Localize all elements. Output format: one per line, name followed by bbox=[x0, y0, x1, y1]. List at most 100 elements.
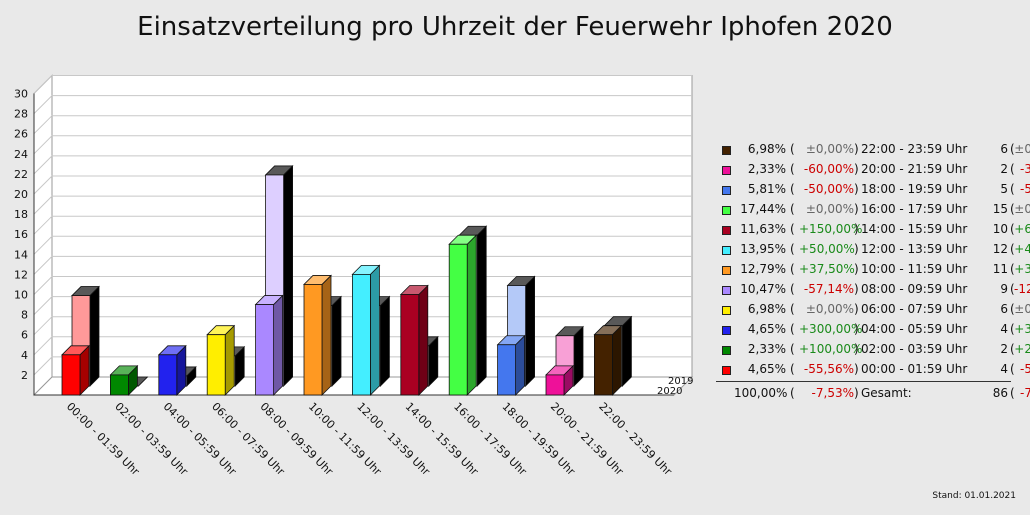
legend-paren-open: ( bbox=[790, 282, 795, 296]
bar-2020 bbox=[351, 273, 371, 396]
legend-change: +37,50% bbox=[799, 262, 855, 276]
legend-total-row: 100,00% ( -7,53% ) Gesamt: 86 ( -7 ) bbox=[716, 385, 1030, 405]
legend-change: ±0,00% bbox=[805, 142, 854, 156]
legend-paren-close: ) bbox=[854, 162, 859, 176]
total-percent: 100,00% bbox=[734, 386, 788, 400]
bar-2020 bbox=[255, 304, 275, 396]
legend-diff: +2 bbox=[1014, 342, 1030, 356]
legend-range: 22:00 - 23:59 Uhr bbox=[861, 142, 968, 156]
bar-2020 bbox=[497, 344, 517, 396]
legend-diff: ±0 bbox=[1014, 302, 1030, 316]
gridline bbox=[33, 215, 692, 235]
gridline bbox=[33, 115, 692, 135]
legend-diff: -12 bbox=[1014, 282, 1030, 296]
y-tick-label: 24 bbox=[14, 148, 28, 161]
series-label-2020: 2020 bbox=[657, 386, 682, 397]
bar-2019-side bbox=[573, 325, 584, 387]
bar-2020 bbox=[206, 334, 226, 396]
legend: 6,98%(±0,00%)22:00 - 23:59 Uhr6(±0)2,33%… bbox=[716, 141, 1030, 401]
legend-range: 08:00 - 09:59 Uhr bbox=[861, 282, 968, 296]
legend-swatch bbox=[722, 226, 731, 235]
legend-swatch bbox=[722, 166, 731, 175]
legend-range: 20:00 - 21:59 Uhr bbox=[861, 162, 968, 176]
legend-count: 12 bbox=[992, 242, 1008, 256]
legend-diff-open: ( bbox=[1010, 262, 1015, 276]
legend-paren-open: ( bbox=[790, 202, 795, 216]
bar-2020 bbox=[303, 284, 323, 396]
total-change: -7,53% bbox=[811, 386, 854, 400]
legend-paren-close: ) bbox=[854, 202, 859, 216]
bar-2020 bbox=[545, 374, 565, 396]
legend-paren-close: ) bbox=[854, 362, 859, 376]
legend-paren-open: ( bbox=[790, 362, 795, 376]
legend-diff-open: ( bbox=[1010, 182, 1015, 196]
bar-2020-side bbox=[515, 334, 525, 396]
legend-percent: 12,79% bbox=[740, 262, 786, 276]
y-tick-label: 8 bbox=[21, 309, 28, 322]
legend-diff: -5 bbox=[1020, 182, 1030, 196]
legend-diff-open: ( bbox=[1010, 282, 1015, 296]
legend-swatch bbox=[722, 266, 731, 275]
legend-paren-close: ) bbox=[854, 302, 859, 316]
y-tick-label: 30 bbox=[14, 88, 28, 101]
legend-count: 11 bbox=[992, 262, 1008, 276]
legend-swatch bbox=[722, 246, 731, 255]
gridline bbox=[33, 175, 692, 195]
y-tick-label: 26 bbox=[14, 128, 28, 141]
bar-2019-side bbox=[331, 295, 342, 387]
legend-count: 10 bbox=[992, 222, 1008, 236]
legend-paren-open: ( bbox=[790, 222, 795, 236]
gridline bbox=[33, 135, 692, 155]
bar-2019-side bbox=[476, 225, 487, 387]
legend-swatch bbox=[722, 366, 731, 375]
legend-paren-close: ) bbox=[854, 262, 859, 276]
y-tick-label: 14 bbox=[14, 248, 28, 261]
y-tick-label: 16 bbox=[14, 228, 28, 241]
legend-change: +100,00% bbox=[799, 342, 863, 356]
bar-2020 bbox=[61, 354, 81, 396]
bar-2020 bbox=[110, 374, 129, 396]
total-diff: -7 bbox=[1020, 386, 1030, 400]
legend-swatch bbox=[722, 286, 731, 295]
legend-count: 6 bbox=[1000, 142, 1008, 156]
legend-change: +50,00% bbox=[799, 242, 855, 256]
legend-percent: 17,44% bbox=[740, 202, 786, 216]
legend-range: 06:00 - 07:59 Uhr bbox=[861, 302, 968, 316]
bar-2020-side bbox=[273, 294, 284, 396]
legend-swatch bbox=[722, 206, 731, 215]
legend-change: -57,14% bbox=[803, 282, 854, 296]
legend-diff: ±0 bbox=[1014, 142, 1030, 156]
bar-2020 bbox=[594, 334, 613, 396]
legend-paren-close: ) bbox=[854, 222, 859, 236]
total-count: 86 bbox=[992, 386, 1008, 400]
legend-range: 02:00 - 03:59 Uhr bbox=[861, 342, 968, 356]
y-tick-label: 2 bbox=[21, 369, 28, 382]
bar-2020-side bbox=[224, 324, 235, 396]
legend-range: 10:00 - 11:59 Uhr bbox=[861, 262, 968, 276]
legend-paren-close: ) bbox=[854, 182, 859, 196]
legend-diff-open: ( bbox=[1010, 342, 1015, 356]
legend-count: 2 bbox=[1000, 162, 1008, 176]
bar-2020 bbox=[400, 294, 420, 396]
legend-diff-open: ( bbox=[1010, 222, 1015, 236]
y-tick-label: 28 bbox=[14, 108, 28, 121]
legend-diff: ±0 bbox=[1014, 202, 1030, 216]
bar-2019-side bbox=[525, 275, 535, 387]
total-label: Gesamt: bbox=[861, 386, 912, 400]
total-diff-open: ( bbox=[1010, 386, 1015, 400]
legend-range: 12:00 - 13:59 Uhr bbox=[861, 242, 968, 256]
legend-diff-open: ( bbox=[1010, 202, 1015, 216]
legend-count: 9 bbox=[1000, 282, 1008, 296]
bar-2019-side bbox=[622, 315, 632, 387]
legend-paren-close: ) bbox=[854, 242, 859, 256]
legend-paren-open: ( bbox=[790, 182, 795, 196]
legend-paren-open: ( bbox=[790, 162, 795, 176]
bar-2020 bbox=[158, 354, 178, 396]
legend-change: -60,00% bbox=[803, 162, 854, 176]
